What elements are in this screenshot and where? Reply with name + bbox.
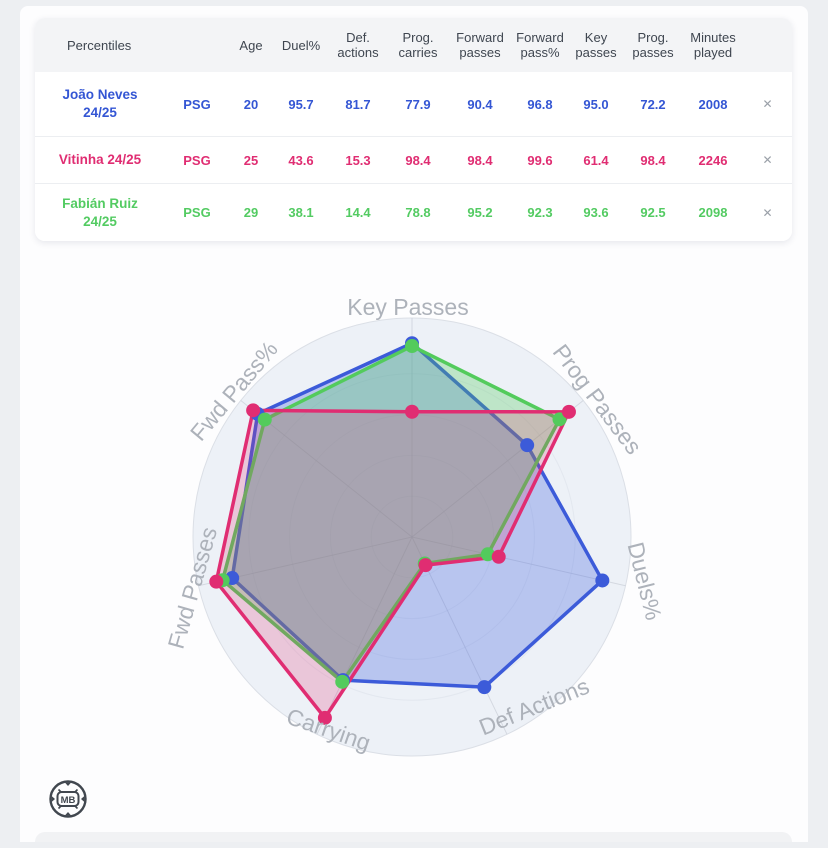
column-header: Prog. passes [632, 30, 674, 60]
stat-cell: 98.4 [467, 152, 493, 168]
stat-cell: 2246 [698, 152, 728, 168]
axis-spoke [411, 536, 626, 587]
stat-cell: 61.4 [583, 152, 609, 168]
table-row: Vitinha 24/25 PSG 25 43.6 15.3 98.4 98.4 99.6 61… [35, 136, 792, 183]
stat-cell: 99.6 [527, 152, 553, 168]
radar-series-joão-neves-24/25 [230, 341, 605, 689]
data-point [405, 404, 419, 419]
data-point [477, 680, 492, 695]
team-cell: PSG [183, 96, 211, 112]
radar-series-vitinha-24/25 [214, 408, 571, 720]
row-actions-cell: ✕ [743, 152, 792, 168]
column-header: Age [239, 37, 263, 53]
data-point [209, 574, 224, 589]
percentiles-table-card: Percentiles Age Duel% Def. actions Prog. car… [35, 18, 792, 241]
stat-cell: 81.7 [345, 96, 371, 112]
stat-cell: 95.0 [583, 96, 609, 112]
player-name: Fabián Ruiz 24/25 [62, 195, 138, 229]
column-header: Key passes [575, 30, 617, 60]
data-point [480, 547, 495, 562]
column-header-percentiles: Percentiles [67, 37, 132, 53]
stat-cell: 98.4 [640, 152, 666, 168]
data-point [491, 549, 506, 564]
data-point [595, 573, 610, 588]
remove-player-button[interactable]: ✕ [756, 205, 778, 221]
axis-label-key-passes: Key Passes [347, 294, 468, 320]
table-row: Fabián Ruiz 24/25 PSG 29 38.1 14.4 78.8 95.2 92… [35, 183, 792, 241]
table-header-row: Percentiles Age Duel% Def. actions Prog. car… [35, 18, 792, 72]
data-point [317, 710, 332, 725]
next-section-edge [35, 832, 792, 842]
stat-cell: 78.8 [405, 205, 431, 220]
stat-cell: 93.6 [583, 205, 609, 220]
stat-cell: 92.3 [527, 205, 553, 220]
stat-cell: 20 [243, 96, 259, 112]
logo-circle [49, 780, 87, 818]
team-cell: PSG [183, 152, 211, 168]
player-name: Vitinha 24/25 [58, 152, 142, 167]
data-point [257, 412, 272, 427]
stat-cell: 14.4 [345, 205, 371, 220]
axis-label-duels-: Duels% [623, 539, 667, 622]
team-cell: PSG [183, 205, 211, 220]
data-point [552, 412, 567, 427]
stat-cell: 72.2 [640, 96, 666, 112]
column-header: Forward passes [456, 30, 504, 60]
stat-cell: 15.3 [345, 152, 371, 168]
stat-cell: 2008 [698, 96, 728, 112]
data-point [335, 674, 350, 689]
stat-cell: 98.4 [405, 152, 431, 168]
logo-text: MB [61, 795, 76, 806]
radar-series-fabián-ruiz-24/25 [220, 344, 562, 684]
stat-cell: 43.6 [288, 152, 314, 168]
stat-cell: 90.4 [467, 96, 493, 112]
row-actions-cell: ✕ [743, 205, 792, 221]
stat-cell: 95.2 [467, 205, 493, 220]
column-header: Minutes played [690, 30, 736, 60]
stat-cell: 95.7 [288, 96, 314, 112]
data-point [561, 404, 576, 419]
column-header: Prog. carries [398, 30, 438, 60]
remove-player-button[interactable]: ✕ [756, 152, 778, 168]
column-header: Def. actions [337, 30, 379, 60]
data-point [405, 339, 419, 354]
main-panel: Percentiles Age Duel% Def. actions Prog. car… [20, 6, 808, 842]
stat-cell: 29 [243, 205, 259, 220]
data-point [520, 438, 535, 453]
stat-cell: 77.9 [405, 96, 431, 112]
column-header: Forward pass% [516, 30, 564, 60]
stat-cell: 25 [243, 152, 259, 168]
data-point [418, 558, 433, 573]
axis-spoke [316, 536, 413, 735]
table-body: João Neves 24/25 PSG 20 95.7 81.7 77.9 90.4 96.… [35, 72, 792, 241]
remove-player-button[interactable]: ✕ [756, 96, 778, 112]
row-actions-cell: ✕ [743, 96, 792, 112]
player-name: João Neves 24/25 [62, 87, 138, 120]
data-point [246, 403, 261, 418]
stat-cell: 92.5 [640, 205, 666, 220]
column-header: Duel% [281, 37, 321, 53]
mb-logo: MB [48, 779, 88, 819]
table-row: João Neves 24/25 PSG 20 95.7 81.7 77.9 90.4 96.… [35, 72, 792, 136]
stat-cell: 2098 [698, 205, 728, 220]
stat-cell: 96.8 [527, 96, 553, 112]
stat-cell: 38.1 [288, 205, 314, 220]
